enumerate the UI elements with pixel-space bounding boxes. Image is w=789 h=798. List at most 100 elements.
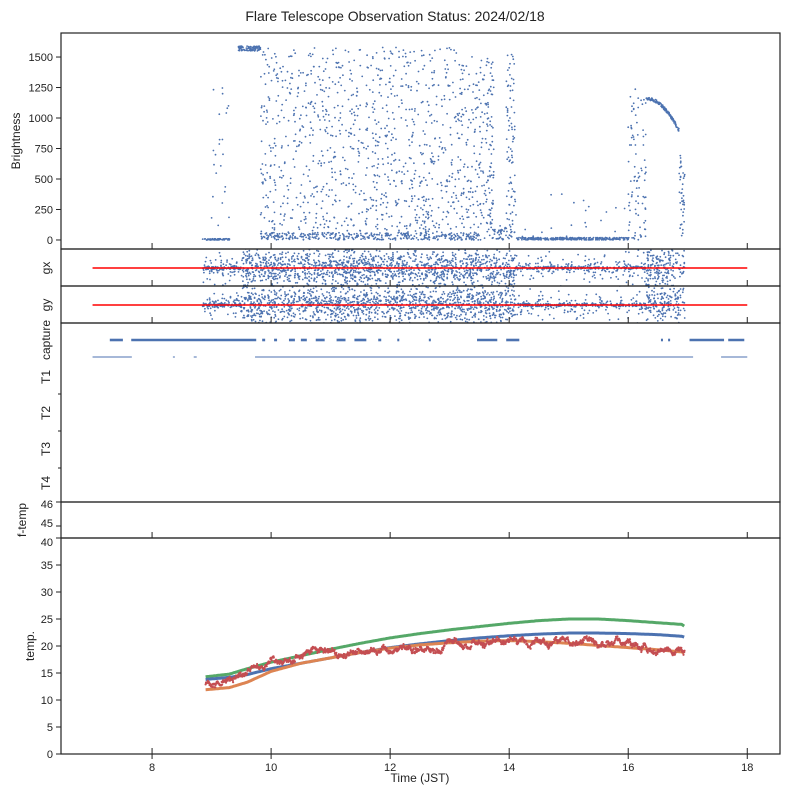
brightness-point (348, 131, 350, 134)
gy-point (204, 307, 206, 310)
brightness-point (345, 129, 347, 132)
gx-point (446, 270, 449, 273)
gx-point (419, 277, 422, 280)
brightness-point (317, 75, 320, 78)
brightness-point (550, 227, 553, 230)
gx-point (584, 259, 586, 262)
gx-point (235, 262, 238, 264)
gy-point (457, 307, 459, 309)
gx-point (530, 274, 533, 277)
brightness-point (260, 106, 263, 109)
brightness-point (384, 142, 387, 145)
gx-point (439, 274, 442, 277)
brightness-point (456, 232, 458, 235)
brightness-point (328, 87, 331, 89)
brightness-point (672, 119, 675, 122)
gx-point (402, 264, 405, 267)
gx-point (659, 282, 661, 285)
brightness-point (406, 125, 408, 127)
brightness-point (550, 193, 552, 196)
gx-point (254, 265, 257, 267)
brightness-point (287, 119, 290, 122)
brightness-point (281, 232, 284, 235)
brightness-point (501, 238, 504, 241)
brightness-point (254, 46, 257, 48)
brightness-point (289, 182, 292, 185)
brightness-point (271, 220, 273, 223)
gx-point (412, 272, 414, 275)
brightness-point (351, 147, 354, 150)
brightness-point (476, 185, 478, 188)
gx-point (220, 265, 222, 267)
brightness-point (679, 178, 681, 181)
brightness-point (386, 147, 389, 150)
brightness-point (632, 236, 635, 239)
gx-point (423, 279, 425, 281)
brightness-point (365, 208, 368, 210)
gy-point (454, 316, 457, 319)
gx-point (515, 254, 518, 257)
gx-point (398, 284, 401, 286)
brightness-point (526, 237, 529, 240)
gx-point (682, 255, 685, 258)
brightness-point (465, 110, 468, 113)
gx-point (365, 263, 368, 266)
brightness-point (488, 234, 491, 237)
gx-point (362, 258, 365, 261)
brightness-point (413, 162, 415, 165)
brightness-point (402, 165, 405, 168)
brightness-point (291, 217, 293, 220)
gx-point (233, 273, 236, 276)
brightness-point (322, 115, 325, 118)
gx-point (227, 273, 230, 275)
gx-point (451, 270, 453, 273)
brightness-point (353, 233, 356, 235)
gx-point (669, 262, 671, 264)
gy-point (255, 312, 258, 315)
gy-point (252, 318, 255, 321)
gx-point (513, 282, 516, 285)
brightness-point (409, 51, 412, 53)
brightness-point (506, 85, 509, 88)
gx-point (363, 250, 366, 253)
brightness-point (221, 202, 224, 204)
brightness-point (321, 89, 324, 92)
brightness-point (508, 124, 511, 127)
brightness-point (450, 143, 453, 146)
brightness-point (461, 64, 464, 67)
gx-point (360, 259, 363, 262)
gy-point (273, 293, 276, 296)
brightness-point (339, 234, 341, 237)
gx-point (341, 264, 344, 267)
brightness-point (665, 111, 668, 114)
brightness-point (473, 130, 476, 133)
gx-point (301, 270, 304, 273)
gx-point (408, 274, 411, 277)
gx-point (216, 271, 219, 274)
gx-point (356, 261, 358, 264)
brightness-point (679, 227, 681, 230)
gy-point (333, 288, 335, 291)
gx-point (623, 270, 626, 272)
brightness-point (371, 132, 374, 135)
brightness-point (401, 234, 404, 236)
brightness-point (508, 182, 511, 185)
gx-point (655, 256, 658, 258)
gx-point (570, 261, 573, 263)
gx-point (441, 277, 443, 280)
brightness-point (279, 176, 281, 179)
brightness-point (679, 202, 682, 204)
brightness-point (387, 117, 390, 120)
gx-point (506, 252, 508, 255)
gx-point (306, 253, 309, 255)
gx-point (628, 275, 631, 278)
brightness-point (225, 112, 228, 114)
gx-point (446, 260, 449, 263)
brightness-point (514, 198, 516, 201)
brightness-point (350, 72, 353, 75)
gx-point (436, 262, 438, 265)
brightness-point (264, 179, 267, 182)
brightness-point (469, 232, 472, 234)
gx-point (484, 286, 486, 288)
gx-point (451, 257, 454, 260)
